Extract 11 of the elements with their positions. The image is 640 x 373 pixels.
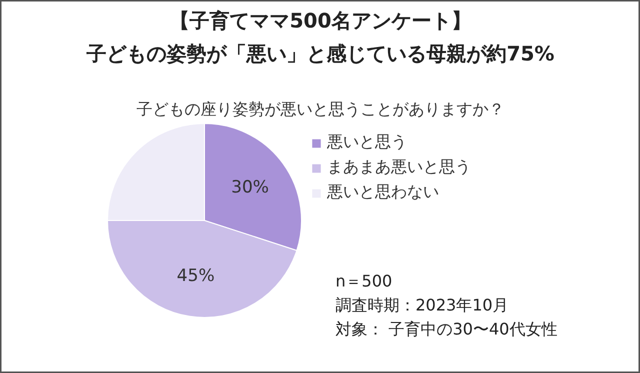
chart-subtitle: 子どもの姿勢が「悪い」と感じている母親が約75% [86, 42, 554, 66]
data-label: 45% [176, 266, 215, 286]
legend-label: 悪いと思わない [327, 182, 439, 203]
text: 対象： 子育中の30〜40代女性 [336, 320, 558, 338]
chart-title: 【子育てママ500名アンケート】 [170, 8, 472, 32]
legend-label: 悪いと思う [327, 132, 407, 153]
data-label: 30% [231, 177, 269, 198]
text: 調査時期：2023年10月 [336, 296, 509, 314]
text: n＝500 [336, 272, 392, 290]
legend-label: まあまあ悪いと思う [327, 157, 471, 178]
text: 子どもの座り姿勢が悪いと思うことがありますか？ [136, 100, 504, 118]
